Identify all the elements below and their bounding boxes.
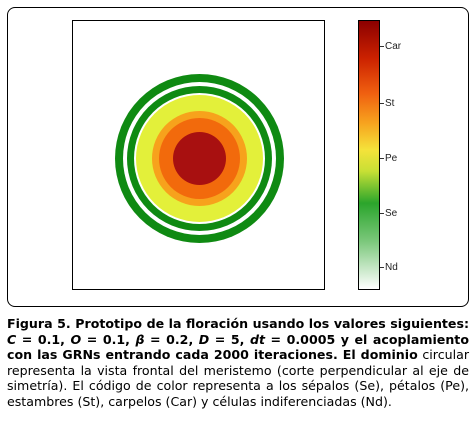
colorbar-tick (380, 46, 384, 47)
caption-var-o: O (70, 331, 82, 347)
caption-text: = 0.1, (81, 331, 136, 347)
caption-text: = 0.0005 y el acoplamiento con las GRNs … (7, 331, 469, 363)
colorbar-label-st: St (385, 98, 395, 109)
colorbar-label-pe: Pe (385, 153, 398, 164)
caption-text: = 0.2, (144, 331, 199, 347)
colorbar-tick (380, 158, 384, 159)
carpel-core (173, 132, 226, 185)
colorbar (358, 20, 380, 290)
caption-lead: Figura 5. Prototipo de la floración usan… (7, 316, 469, 331)
colorbar-tick (380, 213, 384, 214)
caption-var-d: D (198, 331, 210, 347)
caption-var-c: C (7, 331, 17, 347)
caption-text: = 5, (209, 331, 250, 347)
colorbar-tick (380, 267, 384, 268)
colorbar-label-car: Car (385, 41, 402, 52)
caption-rest: circular representa la vista frontal del… (7, 347, 469, 409)
colorbar-tick (380, 103, 384, 104)
plot-area (72, 20, 325, 290)
colorbar-label-nd: Nd (385, 262, 398, 273)
caption-var-dt: dt (249, 331, 266, 347)
colorbar-label-se: Se (385, 208, 398, 219)
figure-caption: Figura 5. Prototipo de la floración usan… (7, 316, 469, 410)
caption-var-beta: β (135, 331, 145, 347)
caption-text: = 0.1, (16, 331, 71, 347)
